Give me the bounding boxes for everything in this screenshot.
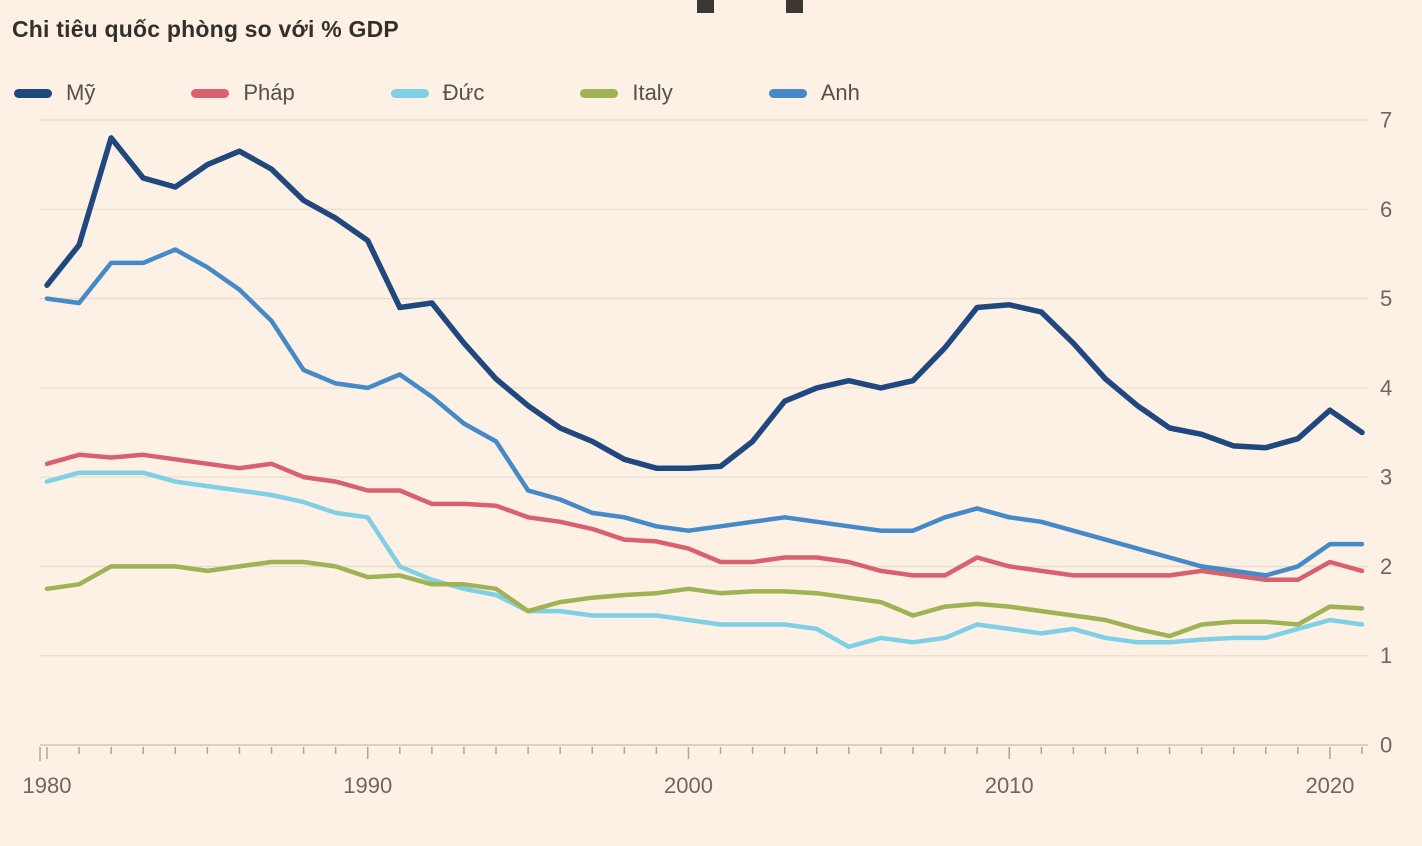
x-axis-label-2010: 2010 — [985, 773, 1034, 798]
series-line-Pháp — [44, 452, 1365, 583]
y-axis-label-6: 6 — [1380, 197, 1392, 222]
series-line-Mỹ — [44, 135, 1365, 471]
x-axis-label-1980: 1980 — [23, 773, 72, 798]
y-axis-label-5: 5 — [1380, 286, 1392, 311]
y-axis-label-2: 2 — [1380, 554, 1392, 579]
chart-title: Chi tiêu quốc phòng so với % GDP — [12, 16, 399, 42]
x-axis-label-2000: 2000 — [664, 773, 713, 798]
legend-item-Anh: Anh — [768, 80, 860, 106]
series-line-Italy — [44, 559, 1365, 639]
y-axis-label-0: 0 — [1380, 733, 1392, 758]
legend-label-Anh: Anh — [820, 80, 860, 105]
y-axis-label-3: 3 — [1380, 465, 1392, 490]
legend-item-Mỹ: Mỹ — [14, 80, 95, 106]
top-edge-artifact-1 — [697, 0, 714, 13]
legend-swatch-Anh — [768, 88, 807, 98]
legend-label-Mỹ: Mỹ — [66, 80, 96, 105]
legend-item-Pháp: Pháp — [191, 80, 295, 106]
x-axis-label-2020: 2020 — [1305, 773, 1354, 798]
legend-label-Đức: Đức — [442, 80, 485, 105]
chart-legend: Mỹ Pháp Đức Italy Anh — [14, 80, 956, 106]
legend-swatch-Đức — [390, 88, 429, 98]
legend-label-Pháp: Pháp — [243, 80, 295, 105]
legend-swatch-Mỹ — [14, 88, 52, 98]
legend-item-Italy: Italy — [580, 80, 673, 106]
series-line-Anh — [44, 247, 1365, 578]
x-axis-label-1990: 1990 — [343, 773, 392, 798]
legend-swatch-Pháp — [191, 88, 230, 98]
legend-item-Đức: Đức — [390, 80, 485, 106]
y-axis-label-1: 1 — [1380, 643, 1392, 668]
top-edge-artifact-2 — [786, 0, 803, 13]
legend-label-Italy: Italy — [632, 80, 673, 105]
legend-swatch-Italy — [580, 88, 619, 98]
y-axis-label-4: 4 — [1380, 375, 1392, 400]
y-axis-label-7: 7 — [1380, 108, 1392, 133]
series-line-Đức — [44, 470, 1365, 650]
